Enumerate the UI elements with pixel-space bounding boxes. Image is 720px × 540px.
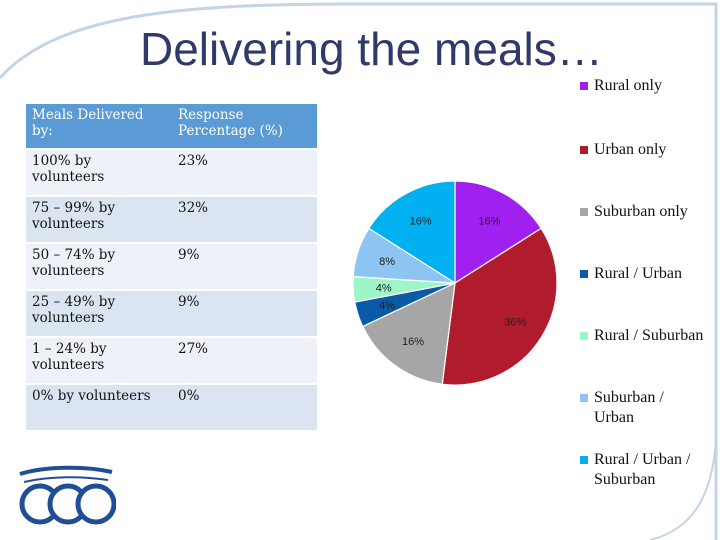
table-cell-category: 50 – 74% by volunteers (26, 243, 172, 291)
legend-label: Rural / Urban (594, 265, 682, 282)
pie-slice-rural-only (454, 180, 542, 285)
pie-slice-label: 36% (504, 316, 526, 328)
legend-label: Urban only (594, 141, 667, 158)
legend-label: Suburban only (594, 203, 688, 220)
legend-label: Rural / Suburban (594, 327, 704, 344)
table-row: 100% by volunteers 23% (26, 149, 317, 197)
pie-slice-label: 16% (410, 215, 432, 227)
table-cell-percentage: 9% (172, 243, 317, 291)
response-table: Meals Delivered by: Response Percentage … (26, 104, 317, 432)
table-row: 0% by volunteers 0% (26, 384, 317, 432)
legend-label: Rural / Urban / Suburban (594, 451, 691, 488)
legend-label: Rural only (594, 77, 662, 94)
table-cell-percentage: 9% (172, 290, 317, 338)
pie-slice-label: 4% (376, 283, 392, 295)
pie-slice-rural-urban-suburban (368, 180, 456, 285)
pie-slice-label: 4% (379, 300, 395, 312)
pie-slice-suburban-only (361, 281, 456, 385)
table-row: 1 – 24% by volunteers 27% (26, 337, 317, 385)
table-cell-percentage: 27% (172, 337, 317, 385)
table-row: 25 – 49% by volunteers 9% (26, 290, 317, 338)
table-cell-percentage: 32% (172, 196, 317, 244)
circles-logo-icon (19, 465, 116, 525)
pie-slice-label: 16% (402, 336, 424, 348)
table-cell-category: 1 – 24% by volunteers (26, 337, 172, 385)
table-cell-category: 25 – 49% by volunteers (26, 290, 172, 338)
legend-label: Suburban / Urban (594, 389, 664, 426)
slide-title: Delivering the meals… (140, 23, 603, 75)
legend-swatch (580, 270, 588, 278)
pie-slice-label: 8% (379, 256, 395, 268)
table-row: 75 – 99% by volunteers 32% (26, 196, 317, 244)
table-header-row: Meals Delivered by: Response Percentage … (26, 104, 317, 150)
legend-swatch (580, 394, 588, 402)
pie-slice-urban-only (441, 227, 558, 386)
pie-slice-label: 16% (478, 215, 500, 227)
legend-swatch (580, 146, 588, 154)
table-header-delivered-by: Meals Delivered by: (26, 104, 172, 150)
table-header-response: Response Percentage (%) (172, 104, 317, 150)
legend-swatch (580, 208, 588, 216)
table-cell-percentage: 23% (172, 149, 317, 197)
table-cell-category: 0% by volunteers (26, 384, 172, 432)
table-row: 50 – 74% by volunteers 9% (26, 243, 317, 291)
table-cell-category: 100% by volunteers (26, 149, 172, 197)
table-cell-category: 75 – 99% by volunteers (26, 196, 172, 244)
legend-swatch (580, 82, 588, 90)
table-cell-percentage: 0% (172, 384, 317, 432)
legend-swatch (580, 456, 588, 464)
pie-chart: 16% 36% 16% 4% 4% 8% 16% (352, 180, 558, 386)
legend-swatch (580, 332, 588, 340)
